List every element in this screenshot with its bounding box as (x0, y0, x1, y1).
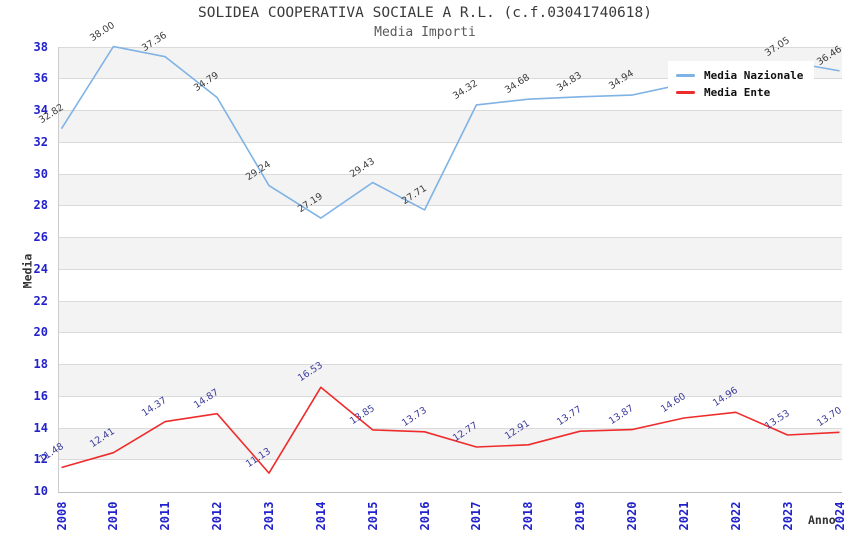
gridline (59, 237, 842, 238)
gridline (59, 332, 842, 334)
y-tick-label: 34 (33, 103, 48, 117)
y-tick-label: 22 (33, 293, 48, 308)
y-tick-label: 24 (33, 261, 48, 276)
gridline (59, 395, 842, 397)
y-tick-label: 38 (33, 39, 48, 54)
gridline (59, 173, 842, 175)
y-tick-label: 36 (33, 71, 48, 86)
y-tick-label: 30 (33, 166, 48, 181)
y-tick-label: 20 (33, 325, 48, 340)
gridline (59, 427, 842, 429)
plot-band (59, 427, 842, 460)
media-ente-line-swatch (676, 91, 695, 94)
gridline (59, 78, 842, 80)
legend-label-media-nazionale: Media Nazionale (704, 69, 804, 82)
plot-band (59, 364, 842, 396)
gridline (59, 141, 842, 143)
y-tick-label: 14 (33, 420, 48, 435)
y-tick-label: 26 (33, 230, 48, 244)
plot-band (59, 237, 842, 269)
plot-band (59, 300, 842, 333)
gridline (59, 364, 842, 365)
x-axis-title: Anno (808, 513, 836, 527)
gridline (59, 110, 842, 111)
gridline (59, 268, 842, 270)
y-tick-label: 28 (33, 198, 48, 213)
y-tick-label: 16 (33, 388, 48, 403)
gridline (59, 459, 842, 461)
plot-band (59, 110, 842, 142)
chart-title: SOLIDEA COOPERATIVA SOCIALE A R.L. (c.f.… (198, 5, 652, 21)
gridline (59, 46, 842, 48)
media-nazionale-line-swatch (676, 74, 695, 77)
gridline (59, 300, 842, 302)
gridline (59, 205, 842, 207)
y-tick-label: 18 (33, 357, 48, 371)
legend-item-media-nazionale: Media Nazionale (676, 67, 814, 84)
y-tick-label: 32 (33, 134, 48, 149)
series-line-0 (60, 45, 840, 219)
plot-band (59, 173, 842, 206)
y-tick-label: 10 (33, 484, 48, 498)
legend-label-media-ente: Media Ente (704, 86, 771, 99)
chart-subtitle: Media Importi (374, 25, 476, 40)
series-line-1 (61, 386, 840, 474)
legend-item-media-ente: Media Ente (676, 84, 814, 101)
legend: Media Nazionale Media Ente (668, 61, 814, 107)
y-tick-label: 12 (33, 452, 48, 467)
